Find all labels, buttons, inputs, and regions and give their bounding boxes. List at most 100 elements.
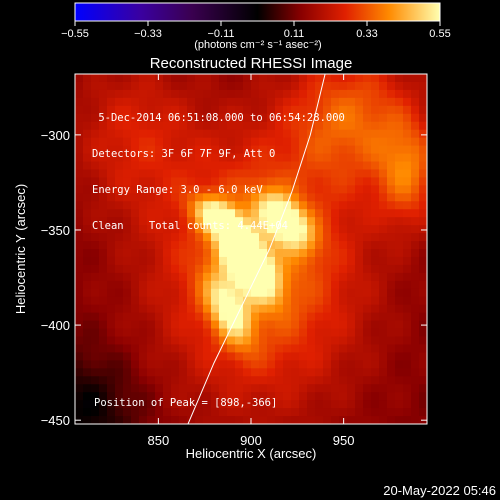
heatmap-cell: [347, 376, 356, 385]
heatmap-cell: [131, 256, 140, 266]
heatmap-cell: [355, 392, 364, 401]
heatmap-cell: [91, 113, 100, 123]
heatmap-cell: [347, 384, 356, 393]
heatmap-cell: [371, 137, 380, 147]
heatmap-cell: [91, 129, 100, 139]
heatmap-cell: [211, 384, 220, 393]
heatmap-cell: [347, 272, 356, 282]
heatmap-cell: [291, 233, 300, 242]
heatmap-cell: [219, 416, 228, 424]
heatmap-cell: [131, 241, 140, 250]
heatmap-cell: [251, 264, 260, 274]
heatmap-cell: [171, 400, 180, 409]
heatmap-cell: [179, 280, 188, 290]
heatmap-cell: [243, 105, 252, 115]
heatmap-cell: [419, 233, 427, 242]
heatmap-cell: [379, 376, 388, 385]
heatmap-cell: [131, 264, 140, 274]
heatmap-cell: [115, 193, 124, 202]
heatmap-cell: [211, 217, 220, 226]
heatmap-cell: [411, 161, 420, 171]
heatmap-cell: [75, 201, 84, 210]
heatmap-cell: [147, 336, 156, 346]
heatmap-cell: [251, 249, 260, 258]
heatmap-cell: [331, 89, 340, 99]
heatmap-cell: [187, 209, 196, 218]
heatmap-cell: [267, 384, 276, 393]
heatmap-cell: [267, 249, 276, 258]
heatmap-cell: [99, 225, 108, 234]
heatmap-cell: [75, 89, 84, 99]
heatmap-cell: [123, 153, 132, 163]
heatmap-cell: [123, 256, 132, 266]
heatmap-cell: [323, 288, 332, 298]
heatmap-cell: [315, 256, 324, 266]
heatmap-cell: [315, 344, 324, 353]
heatmap-cell: [187, 74, 196, 83]
heatmap-cell: [211, 249, 220, 258]
heatmap-cell: [115, 225, 124, 234]
heatmap-cell: [227, 233, 236, 242]
heatmap-cell: [411, 296, 420, 306]
heatmap-cell: [363, 320, 372, 330]
heatmap-cell: [419, 288, 427, 298]
heatmap-cell: [107, 304, 116, 314]
heatmap-cell: [195, 74, 204, 83]
heatmap-cell: [387, 312, 396, 322]
heatmap-cell: [155, 153, 164, 163]
heatmap-cell: [235, 169, 244, 178]
heatmap-cell: [219, 280, 228, 290]
heatmap-cell: [139, 97, 148, 107]
heatmap-cell: [291, 137, 300, 147]
heatmap-cell: [355, 97, 364, 107]
heatmap-cell: [163, 280, 172, 290]
heatmap-cell: [267, 328, 276, 338]
heatmap-cell: [83, 121, 92, 131]
heatmap-cell: [171, 368, 180, 377]
heatmap-cell: [203, 408, 212, 417]
heatmap-cell: [315, 336, 324, 346]
heatmap-cell: [243, 368, 252, 377]
heatmap-cell: [211, 264, 220, 274]
heatmap-cell: [267, 336, 276, 346]
heatmap-cell: [291, 169, 300, 178]
heatmap-cell: [307, 360, 316, 369]
heatmap-cell: [187, 153, 196, 163]
heatmap-cell: [363, 352, 372, 361]
heatmap-cell: [107, 280, 116, 290]
heatmap-cell: [75, 352, 84, 361]
heatmap-cell: [83, 177, 92, 186]
heatmap-cell: [91, 296, 100, 306]
heatmap-cell: [403, 368, 412, 377]
heatmap-cell: [131, 113, 140, 123]
heatmap-cell: [251, 201, 260, 210]
heatmap-cell: [387, 201, 396, 210]
heatmap-cell: [219, 233, 228, 242]
heatmap-cell: [171, 272, 180, 282]
heatmap-cell: [411, 344, 420, 353]
heatmap-cell: [371, 264, 380, 274]
heatmap-cell: [171, 352, 180, 361]
heatmap-cell: [99, 328, 108, 338]
heatmap-cell: [331, 169, 340, 178]
heatmap-cell: [107, 312, 116, 322]
heatmap-cell: [387, 320, 396, 330]
heatmap-cell: [251, 256, 260, 266]
heatmap-cell: [83, 137, 92, 147]
heatmap-cell: [139, 264, 148, 274]
heatmap-cell: [419, 169, 427, 178]
heatmap-cell: [227, 392, 236, 401]
heatmap-cell: [291, 368, 300, 377]
heatmap-cell: [203, 304, 212, 314]
heatmap-cell: [91, 408, 100, 417]
heatmap-cell: [395, 344, 404, 353]
heatmap-cell: [347, 264, 356, 274]
heatmap-cell: [275, 249, 284, 258]
heatmap-cell: [75, 288, 84, 298]
heatmap-cell: [339, 177, 348, 186]
heatmap-cell: [315, 392, 324, 401]
heatmap-cell: [163, 113, 172, 123]
heatmap-cell: [163, 360, 172, 369]
heatmap-cell: [395, 264, 404, 274]
heatmap-cell: [259, 225, 268, 234]
